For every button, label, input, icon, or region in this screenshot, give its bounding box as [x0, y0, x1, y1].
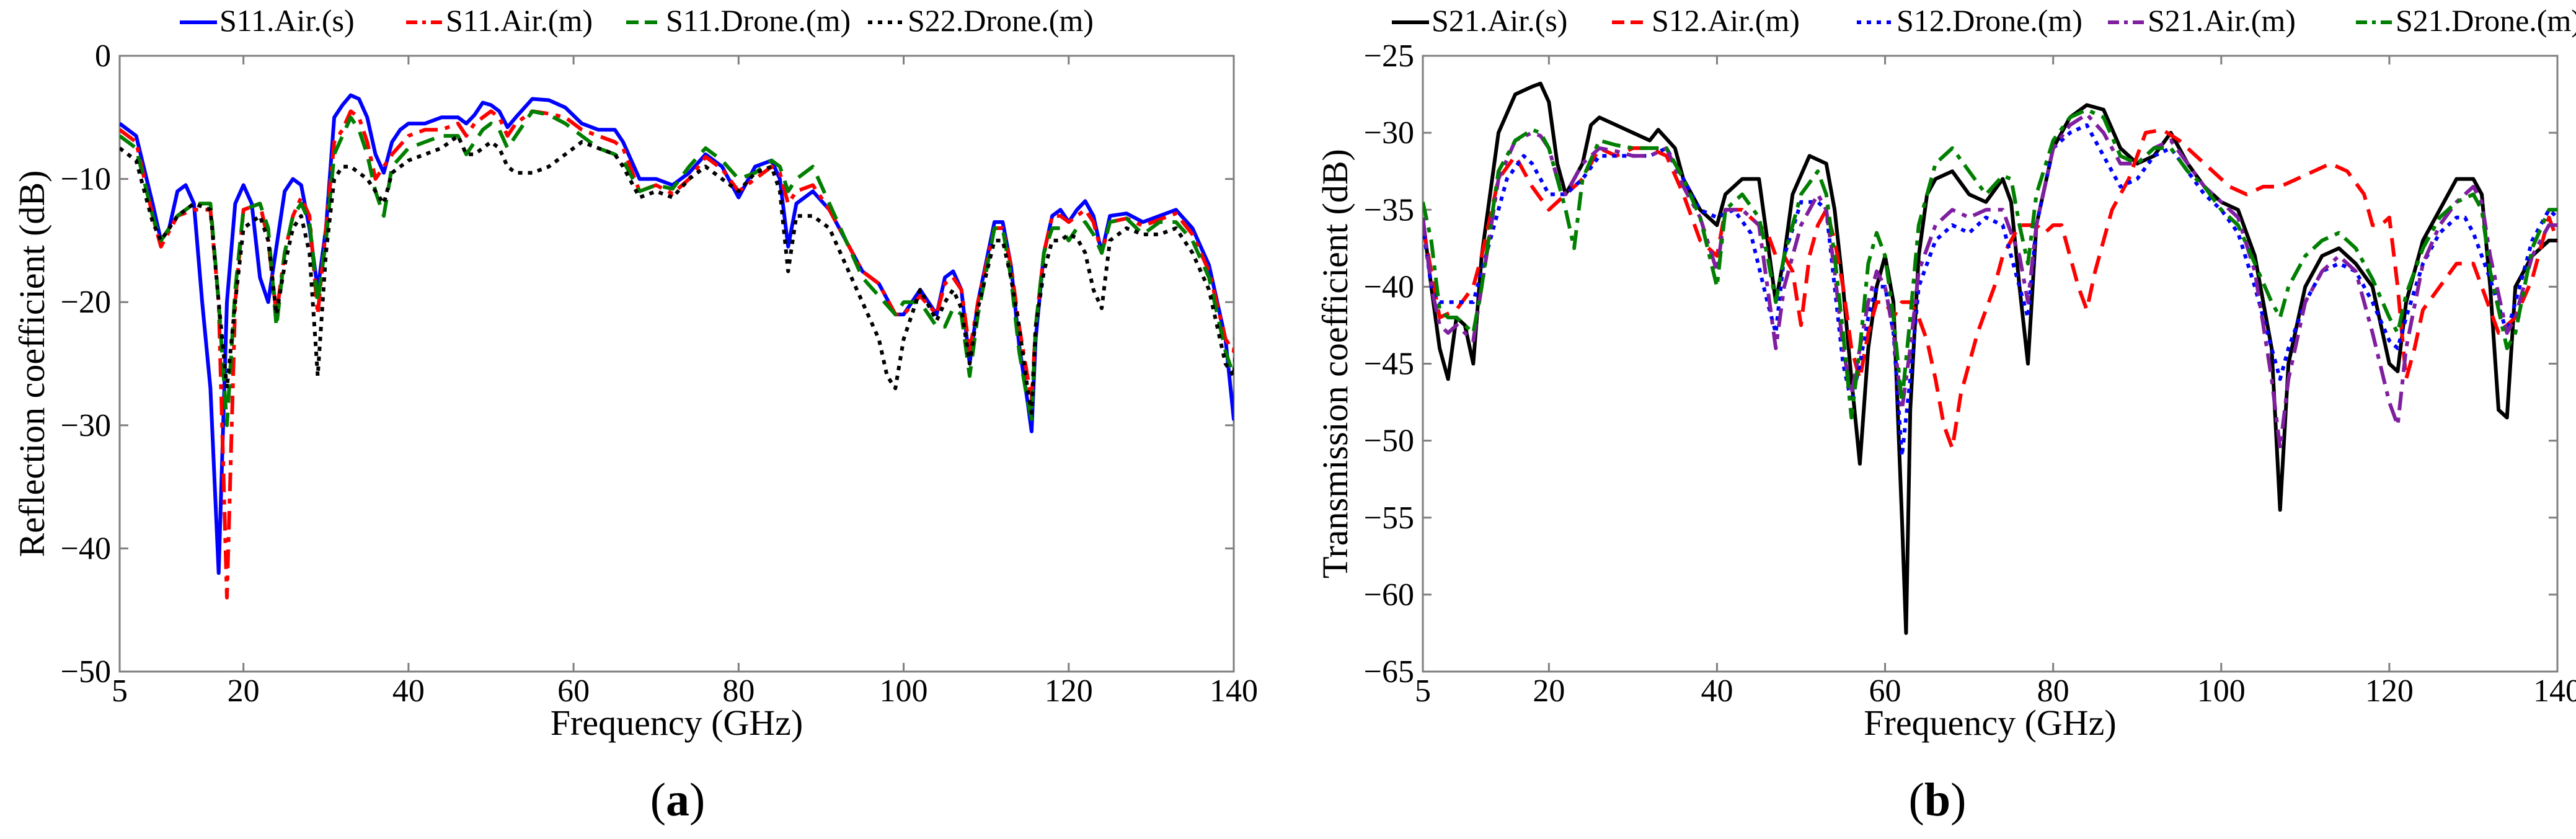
chart1-legend-label-2: S12.Air.(m) [1652, 3, 1800, 38]
chart1-legend-label-5: S21.Drone.(m) [2396, 3, 2576, 38]
chart1-y-tick-label: −35 [1364, 192, 1414, 228]
chart-panel-b: 5 20 40 60 80 100 120 140 −25 −30 −35 −40 −45 −50 −55 −… [1315, 3, 2576, 826]
chart0-legend-label-1: S11.Air.(s) [219, 3, 355, 38]
chart1-y-tick-label: −65 [1364, 654, 1414, 690]
chart0-x-tick-label: 20 [228, 673, 260, 709]
chart1-y-tick-label: −55 [1364, 500, 1414, 536]
chart1-x-tick-label: 140 [2533, 673, 2576, 709]
chart1-x-tick-label: 5 [1415, 673, 1431, 709]
chart1-series-line-2 [1423, 128, 2557, 450]
chart1-x-tick-label: 80 [2037, 673, 2069, 709]
chart0-x-tick-label: 40 [392, 673, 425, 709]
chart0-plot-frame [118, 55, 1235, 673]
chart0-x-tick-label: 140 [1210, 673, 1258, 709]
chart0-legend-label-2: S11.Air.(m) [446, 3, 593, 38]
chart1-y-tick-label: −60 [1364, 577, 1414, 613]
chart0-y-tick-label: 0 [95, 38, 111, 74]
chart1-y-tick-label: −40 [1364, 269, 1414, 304]
chart0-legend-label-3: S11.Drone.(m) [666, 3, 851, 38]
chart1-series-line-5 [1423, 107, 2557, 420]
chart0-x-tick-label: 120 [1045, 673, 1093, 709]
chart0-x-tick-label: 60 [557, 673, 590, 709]
chart1-x-tick-label: 100 [2197, 673, 2246, 709]
chart0-series-line-4 [120, 134, 1234, 415]
chart1-x-tick-label: 120 [2365, 673, 2414, 709]
chart1-legend-label-3: S12.Drone.(m) [1897, 3, 2082, 38]
chart0-y-axis-label: Reflection coefficient (dB) [12, 171, 52, 557]
chart1-y-tick-label: −50 [1364, 424, 1414, 459]
chart1-y-tick-label: −25 [1364, 38, 1414, 74]
chart0-y-tick-label: −40 [61, 531, 111, 566]
chart1-plot-frame [1422, 55, 2559, 673]
chart0-y-tick-label: −20 [61, 285, 111, 320]
chart1-series-line-3 [1423, 123, 2557, 458]
chart0-y-tick-label: −50 [61, 654, 111, 690]
chart0-series-line-1 [120, 93, 1234, 575]
chart0-x-tick-label: 5 [112, 673, 128, 709]
chart0-series-line-2 [120, 109, 1234, 600]
chart1-series-line-4 [1423, 112, 2557, 450]
chart0-panel-label: (a) [650, 774, 706, 826]
chart-panel-a: 5 20 40 60 80 100 120 140 0 −10 −20 −30 −40 −50 Freque… [12, 3, 1258, 826]
chart1-x-axis-label: Frequency (GHz) [1864, 703, 2116, 743]
chart1-y-tick-label: −45 [1364, 347, 1414, 382]
chart1-y-tick-label: −30 [1364, 115, 1414, 151]
chart0-series-line-3 [120, 109, 1234, 427]
chart1-legend-label-4: S21.Air.(m) [2148, 3, 2296, 38]
chart0-legend-label-4: S22.Drone.(m) [908, 3, 1094, 38]
chart1-y-axis-label: Transmission coefficient (dB) [1315, 149, 1355, 579]
chart1-x-tick-label: 40 [1701, 673, 1733, 709]
chart0-y-tick-label: −30 [61, 408, 111, 443]
chart1-series-line-1 [1423, 81, 2557, 635]
chart0-x-tick-label: 80 [722, 673, 755, 709]
chart0-x-axis-label: Frequency (GHz) [551, 703, 803, 743]
chart1-x-tick-label: 60 [1869, 673, 1901, 709]
chart1-legend-label-1: S21.Air.(s) [1432, 3, 1567, 38]
chart0-y-tick-label: −10 [61, 162, 111, 197]
chart1-x-tick-label: 20 [1533, 673, 1565, 709]
chart0-x-tick-label: 100 [880, 673, 928, 709]
chart1-panel-label: (b) [1909, 774, 1967, 826]
